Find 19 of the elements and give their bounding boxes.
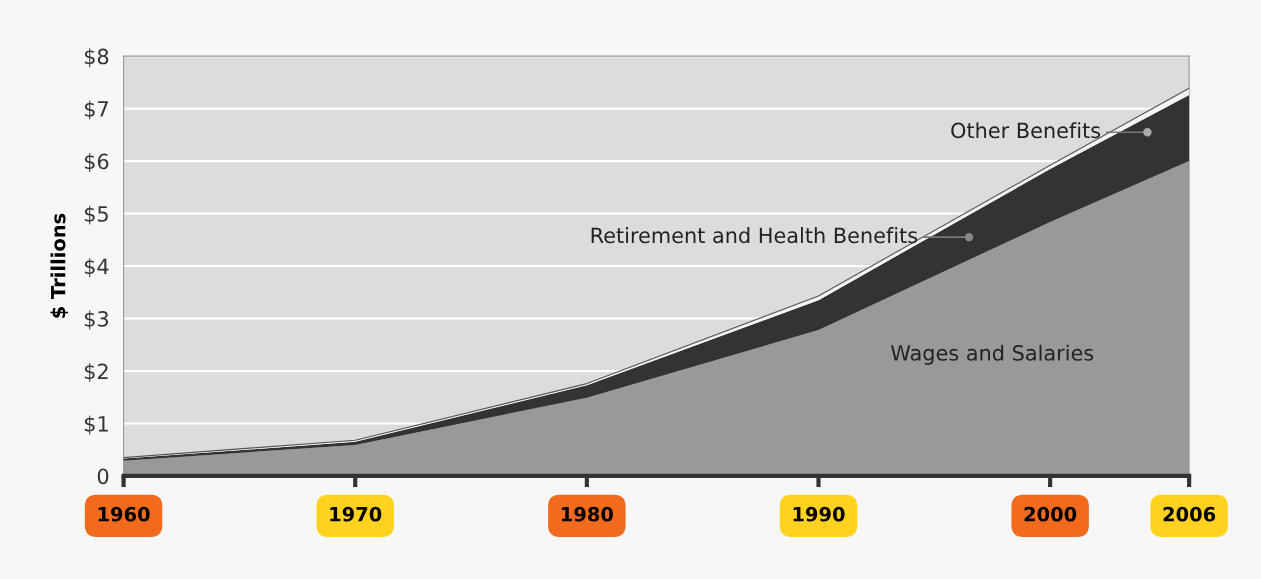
- y-tick-label: $8: [84, 48, 109, 68]
- x-tick-label: 2000: [1024, 506, 1077, 522]
- series-label: Retirement and Health Benefits: [591, 227, 918, 244]
- y-tick-label: $4: [84, 258, 109, 278]
- y-tick-label: $3: [84, 310, 109, 330]
- x-tick-label: 1990: [793, 506, 845, 522]
- x-tick-label: 1970: [330, 506, 382, 522]
- y-tick-label: $1: [84, 415, 108, 435]
- x-tick-label: 1960: [98, 506, 150, 522]
- y-tick-label: $6: [84, 153, 109, 173]
- y-tick-label: 0: [97, 468, 109, 485]
- series-label: Other Benefits: [951, 122, 1101, 139]
- x-tick-label: 2006: [1163, 506, 1216, 522]
- y-tick-label: $7: [84, 100, 108, 120]
- y-axis-title: $ Trillions: [50, 213, 69, 318]
- y-tick-label: $5: [84, 205, 108, 225]
- y-tick-label: $2: [84, 363, 108, 382]
- series-label: Wages and Salaries: [890, 344, 1094, 365]
- x-tick-label: 1980: [561, 506, 613, 522]
